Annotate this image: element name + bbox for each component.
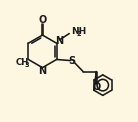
Text: N: N xyxy=(55,36,63,46)
Text: N: N xyxy=(38,66,46,76)
Text: S: S xyxy=(69,56,76,66)
Text: 2: 2 xyxy=(76,31,81,37)
Text: CH: CH xyxy=(15,58,29,67)
Text: 3: 3 xyxy=(25,62,29,68)
Text: NH: NH xyxy=(71,27,86,36)
Text: O: O xyxy=(92,82,100,92)
Text: O: O xyxy=(38,15,47,25)
